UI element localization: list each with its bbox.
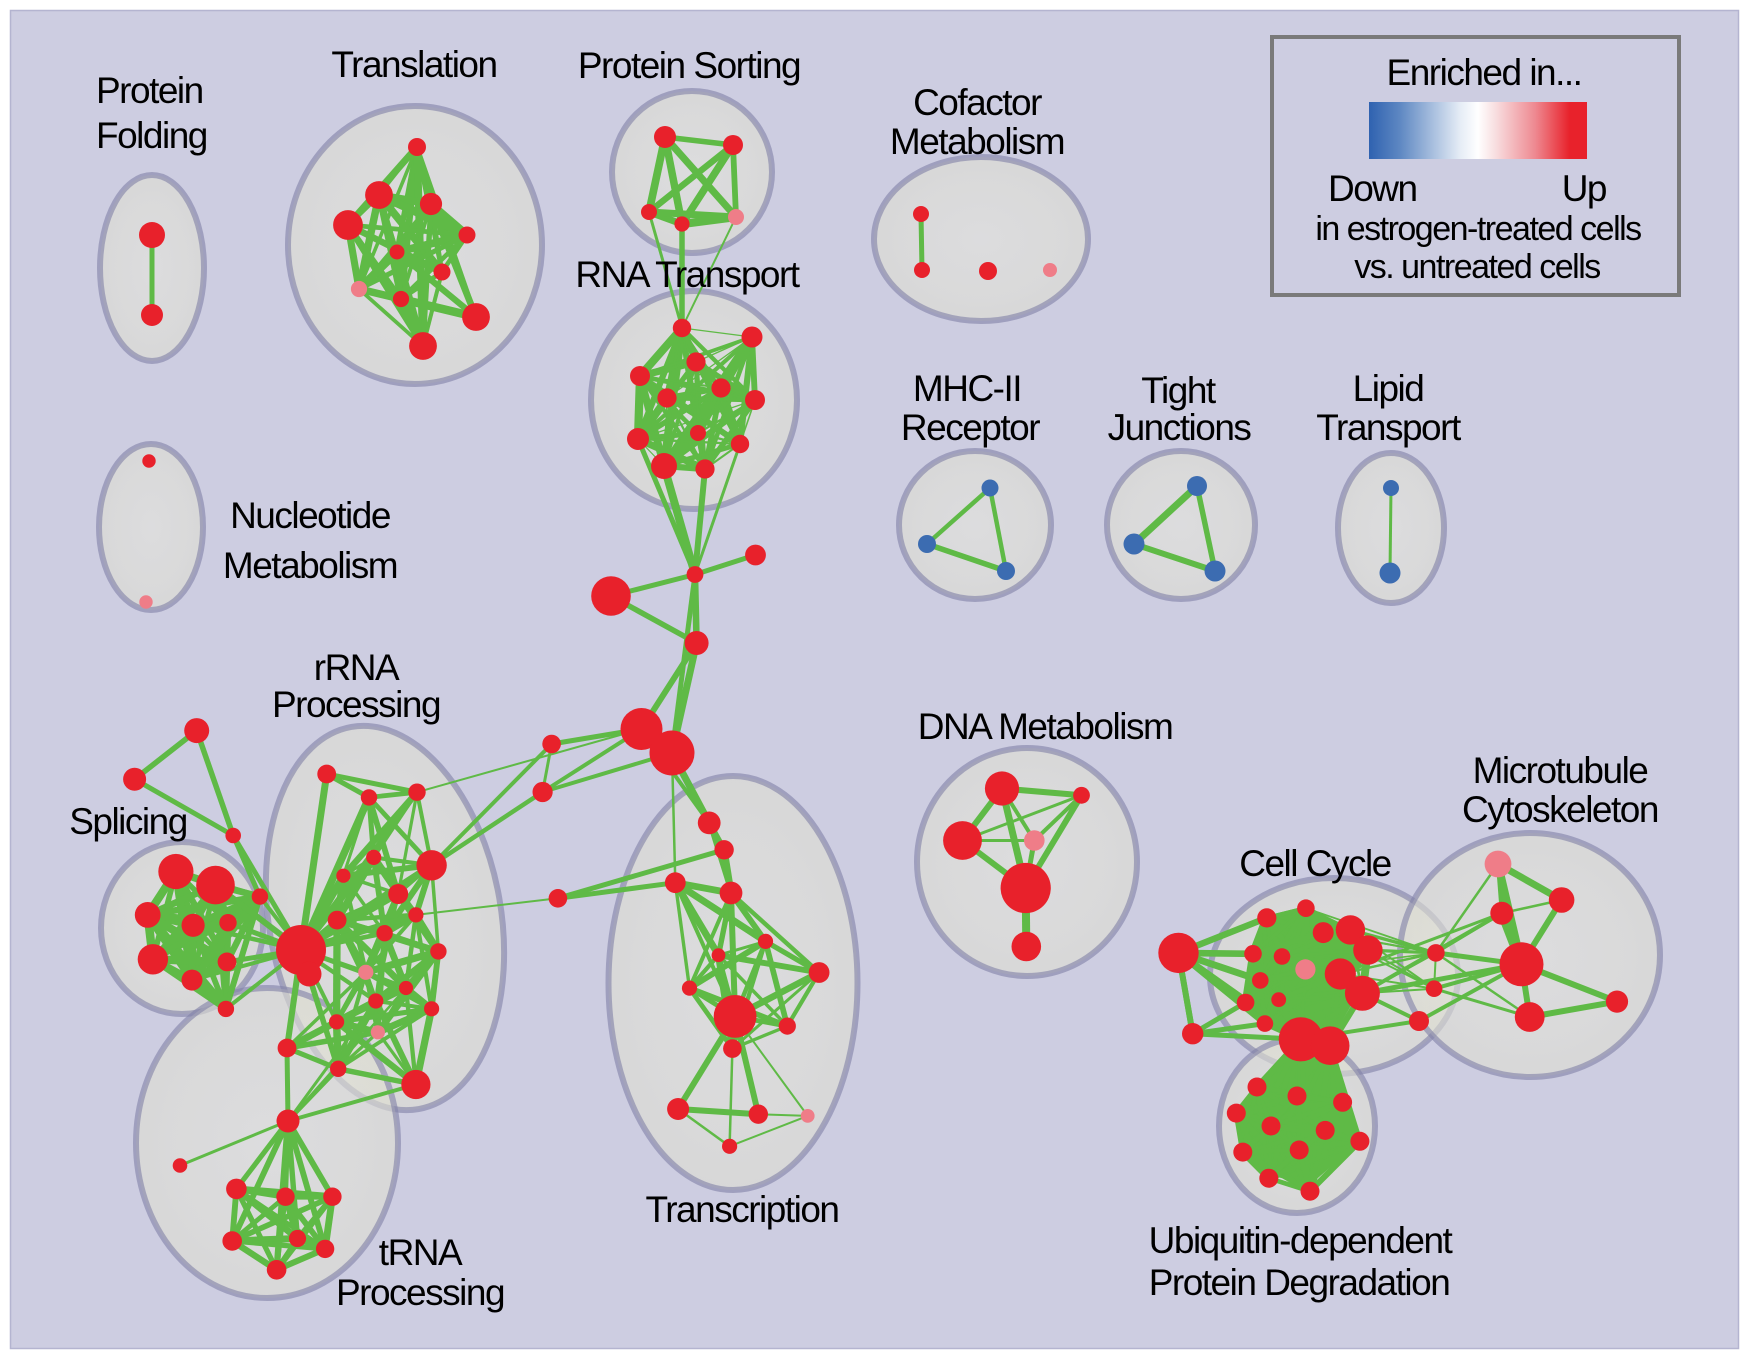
svg-text:Folding: Folding xyxy=(96,115,207,156)
svg-text:Transport: Transport xyxy=(1316,407,1462,448)
svg-text:Protein Sorting: Protein Sorting xyxy=(578,45,800,86)
svg-text:Microtubule: Microtubule xyxy=(1473,750,1648,791)
svg-text:Nucleotide: Nucleotide xyxy=(230,495,390,536)
svg-text:rRNA: rRNA xyxy=(314,647,400,688)
svg-text:Cofactor: Cofactor xyxy=(913,82,1042,123)
svg-text:Metabolism: Metabolism xyxy=(223,545,397,586)
svg-text:Receptor: Receptor xyxy=(901,407,1040,448)
svg-text:Processing: Processing xyxy=(336,1272,504,1313)
svg-text:Processing: Processing xyxy=(272,684,440,725)
svg-text:Splicing: Splicing xyxy=(69,801,187,842)
svg-text:Protein Degradation: Protein Degradation xyxy=(1149,1262,1450,1303)
svg-text:Junctions: Junctions xyxy=(1108,407,1252,448)
svg-text:Enriched in...: Enriched in... xyxy=(1387,52,1582,93)
svg-text:Ubiquitin-dependent: Ubiquitin-dependent xyxy=(1149,1220,1454,1261)
svg-text:Transcription: Transcription xyxy=(646,1189,839,1230)
svg-text:Cytoskeleton: Cytoskeleton xyxy=(1462,789,1658,830)
svg-text:Translation: Translation xyxy=(331,44,496,85)
svg-text:Down: Down xyxy=(1328,168,1417,209)
svg-text:vs. untreated cells: vs. untreated cells xyxy=(1354,248,1600,286)
svg-text:MHC-II: MHC-II xyxy=(913,368,1021,409)
svg-text:Up: Up xyxy=(1562,168,1607,209)
svg-text:Metabolism: Metabolism xyxy=(890,121,1064,162)
svg-text:Lipid: Lipid xyxy=(1353,368,1424,409)
svg-text:in estrogen-treated cells: in estrogen-treated cells xyxy=(1315,210,1641,248)
svg-text:RNA Transport: RNA Transport xyxy=(575,254,800,295)
svg-text:Tight: Tight xyxy=(1141,370,1217,411)
svg-text:DNA Metabolism: DNA Metabolism xyxy=(918,706,1173,747)
svg-text:Cell Cycle: Cell Cycle xyxy=(1239,843,1391,884)
svg-text:tRNA: tRNA xyxy=(379,1232,463,1273)
svg-text:Protein: Protein xyxy=(96,70,203,111)
